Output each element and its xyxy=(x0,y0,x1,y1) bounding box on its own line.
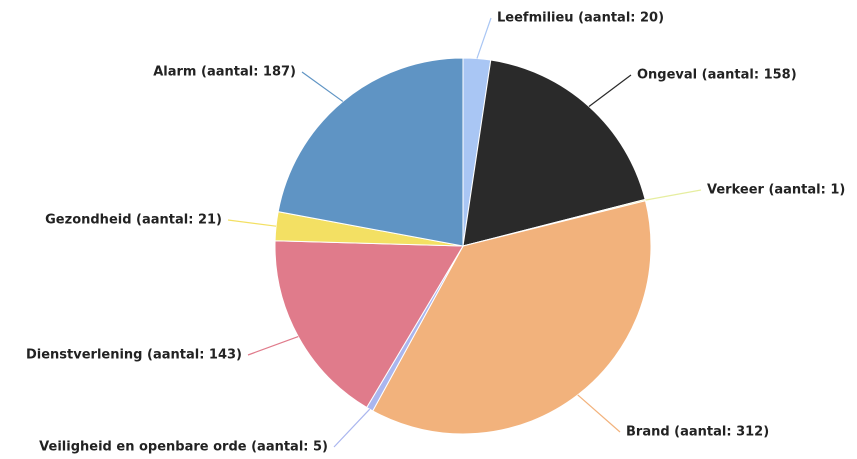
pie-slice xyxy=(372,200,652,435)
slice-label: Verkeer (aantal: 1) xyxy=(707,183,845,198)
slice-label: Alarm (aantal: 187) xyxy=(153,65,296,80)
leader-line xyxy=(577,394,621,433)
leader-line xyxy=(301,71,344,102)
slice-label: Leefmilieu (aantal: 20) xyxy=(497,11,664,26)
leader-line xyxy=(333,408,371,448)
slice-label: Gezondheid (aantal: 21) xyxy=(45,213,222,228)
leader-line xyxy=(588,74,632,107)
leader-line xyxy=(476,17,492,59)
slice-label: Brand (aantal: 312) xyxy=(626,425,769,440)
leader-line xyxy=(227,219,277,227)
slice-label: Dienstverlening (aantal: 143) xyxy=(26,348,242,363)
slice-label: Ongeval (aantal: 158) xyxy=(637,68,797,83)
pie-slice xyxy=(277,57,464,247)
leader-line xyxy=(247,335,299,356)
slice-label: Veiligheid en openbare orde (aantal: 5) xyxy=(39,440,328,455)
leader-line xyxy=(645,189,702,201)
pie-slice xyxy=(274,240,464,409)
